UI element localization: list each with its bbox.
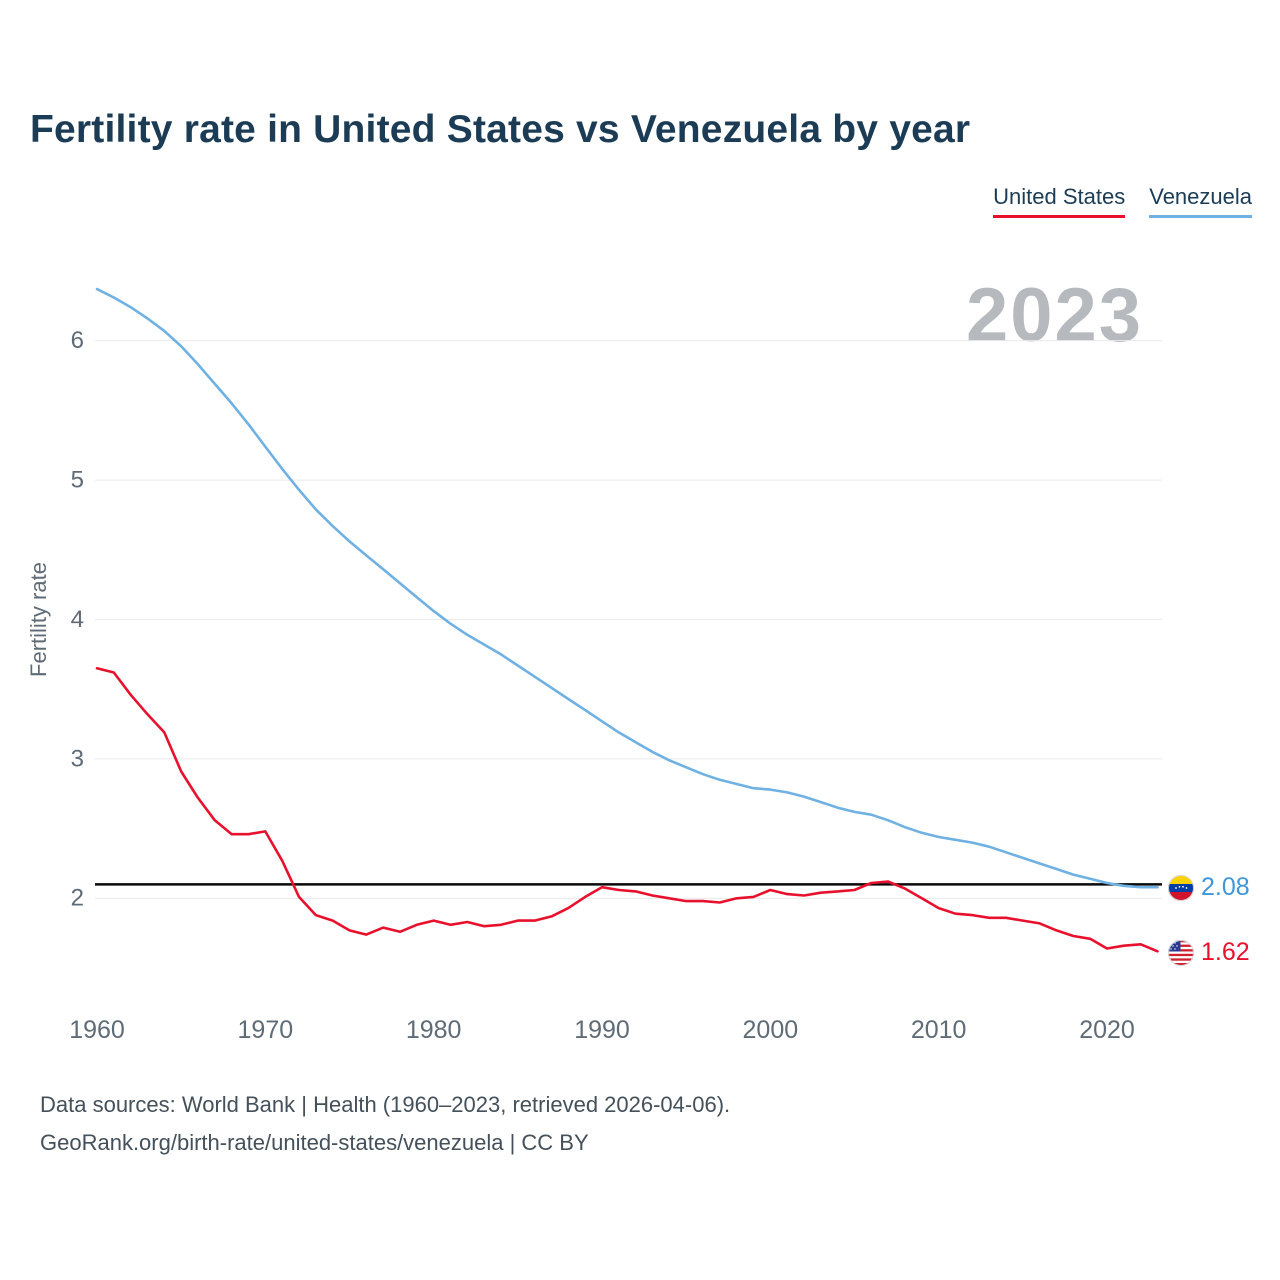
svg-text:1980: 1980 — [406, 1016, 462, 1044]
series-line-venezuela — [95, 287, 1159, 889]
legend-item-united-states[interactable]: United States — [993, 184, 1126, 218]
svg-text:5: 5 — [71, 466, 84, 493]
chart-title: Fertility rate in United States vs Venez… — [30, 108, 971, 151]
venezuela-flag-icon — [1168, 874, 1194, 901]
legend-item-venezuela[interactable]: Venezuela — [1149, 184, 1252, 218]
svg-text:1960: 1960 — [69, 1016, 125, 1044]
y-axis-tick-labels: 2 3 4 5 6 — [71, 327, 84, 912]
footer-line-attribution: GeoRank.org/birth-rate/united-states/ven… — [40, 1130, 589, 1155]
svg-text:4: 4 — [71, 606, 84, 633]
end-label-venezuela-value: 2.08 — [1201, 873, 1250, 901]
svg-text:Fertility rate: Fertility rate — [26, 562, 51, 677]
svg-text:2020: 2020 — [1079, 1016, 1135, 1044]
end-label-us-value: 1.62 — [1201, 938, 1250, 966]
legend: United States Venezuela — [993, 184, 1252, 218]
svg-text:1970: 1970 — [238, 1016, 294, 1044]
svg-text:6: 6 — [71, 327, 84, 354]
data-source-footer: Data sources: World Bank | Health (1960–… — [40, 1086, 730, 1162]
series-lines — [95, 287, 1159, 953]
gridlines — [95, 340, 1162, 899]
svg-text:2: 2 — [71, 885, 84, 912]
svg-text:2010: 2010 — [911, 1016, 967, 1044]
y-axis-title: Fertility rate — [26, 562, 51, 677]
year-watermark: 2023 — [966, 273, 1144, 358]
end-label-venezuela: 2.08 — [1168, 873, 1250, 902]
series-line-united-states — [95, 666, 1159, 953]
svg-text:3: 3 — [71, 745, 84, 772]
x-axis-tick-labels: 1960 1970 1980 1990 2000 2010 2020 — [69, 1016, 1135, 1044]
footer-line-sources: Data sources: World Bank | Health (1960–… — [40, 1092, 731, 1117]
us-flag-icon — [1168, 939, 1194, 966]
svg-text:1990: 1990 — [574, 1016, 630, 1044]
end-label-united-states: 1.62 — [1168, 938, 1250, 967]
svg-text:2000: 2000 — [743, 1016, 799, 1044]
